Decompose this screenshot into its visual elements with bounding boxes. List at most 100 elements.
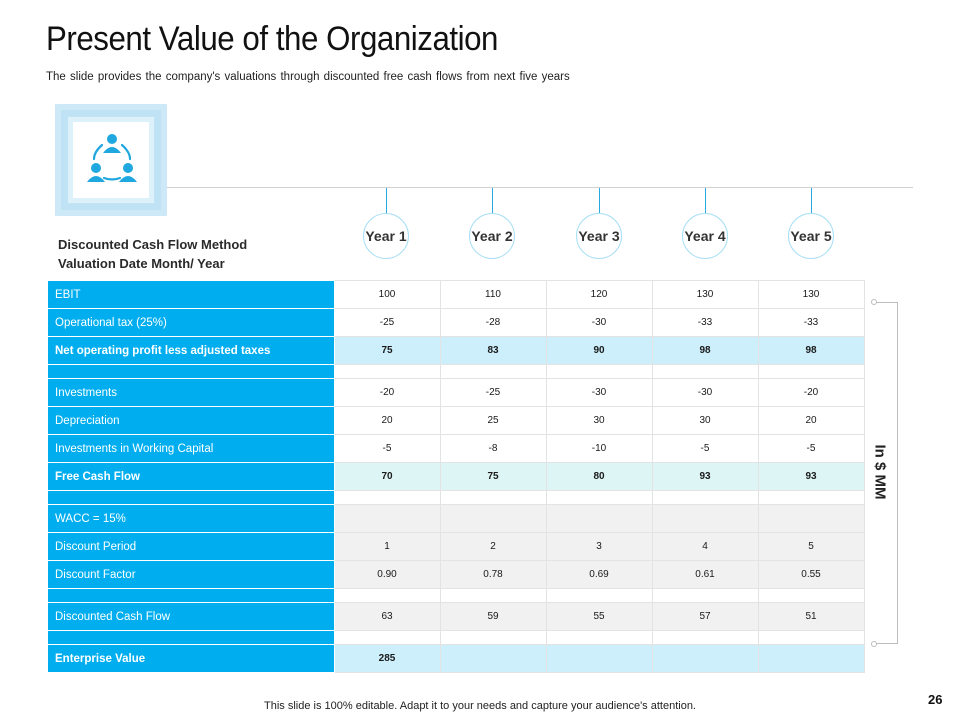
table-cell [439, 364, 547, 379]
method-label: Discounted Cash Flow Method Valuation Da… [58, 235, 247, 273]
table-cell: -5 [333, 434, 441, 463]
table-cell: -33 [757, 308, 865, 337]
table-row [48, 364, 865, 379]
table-cell [545, 364, 653, 379]
table-row: Discounted Cash Flow 63 59 55 57 51 [48, 602, 865, 631]
table-cell: 83 [439, 336, 547, 365]
table-cell: -5 [757, 434, 865, 463]
row-label: Discount Period [48, 532, 335, 561]
table-row [48, 588, 865, 603]
row-label [48, 630, 335, 645]
table-row: Net operating profit less adjusted taxes… [48, 336, 865, 365]
year-label: Year 1 [365, 228, 407, 244]
table-cell: 25 [439, 406, 547, 435]
year-label: Year 3 [578, 228, 620, 244]
table-cell: 0.90 [333, 560, 441, 589]
table-cell: 63 [333, 602, 441, 631]
row-label: Depreciation [48, 406, 335, 435]
table-cell [439, 504, 547, 533]
table-cell [545, 504, 653, 533]
table-row: Investments -20 -25 -30 -30 -20 [48, 378, 865, 407]
table-cell [545, 588, 653, 603]
table-cell: 285 [333, 644, 441, 673]
table-cell: 120 [545, 280, 653, 309]
row-label: Investments [48, 378, 335, 407]
table-cell [439, 630, 547, 645]
row-label: Enterprise Value [48, 644, 335, 673]
table-cell: -5 [651, 434, 759, 463]
table-cell [333, 364, 441, 379]
table-cell: 93 [757, 462, 865, 491]
table-cell: 0.55 [757, 560, 865, 589]
row-label: Operational tax (25%) [48, 308, 335, 337]
row-label: Free Cash Flow [48, 462, 335, 491]
table-cell: 0.78 [439, 560, 547, 589]
year-circle [363, 213, 409, 259]
method-line-1: Discounted Cash Flow Method [58, 237, 248, 252]
table-cell [757, 490, 865, 505]
footer-note: This slide is 100% editable. Adapt it to… [264, 700, 696, 712]
table-cell: -20 [333, 378, 441, 407]
table-cell: 30 [545, 406, 653, 435]
row-label: Investments in Working Capital [48, 434, 335, 463]
table-cell [545, 490, 653, 505]
table-cell [757, 364, 865, 379]
table-row: Operational tax (25%) -25 -28 -30 -33 -33 [48, 308, 865, 337]
row-label: Discounted Cash Flow [48, 602, 335, 631]
table-cell [651, 364, 759, 379]
unit-bracket [874, 302, 898, 644]
row-label [48, 588, 335, 603]
table-cell: 4 [651, 532, 759, 561]
table-cell [545, 644, 653, 673]
table-cell: 5 [757, 532, 865, 561]
table-cell [439, 644, 547, 673]
table-cell: 55 [545, 602, 653, 631]
page-number: 26 [928, 692, 943, 707]
table-cell: 75 [439, 462, 547, 491]
table-row: Discount Factor 0.90 0.78 0.69 0.61 0.55 [48, 560, 865, 589]
table-cell: -25 [439, 378, 547, 407]
table-cell [333, 630, 441, 645]
table-row: Enterprise Value 285 [48, 644, 865, 673]
table-cell: 100 [333, 280, 441, 309]
table-row [48, 630, 865, 645]
row-label [48, 490, 335, 505]
table-cell: -20 [757, 378, 865, 407]
table-cell [757, 630, 865, 645]
page-title: Present Value of the Organization [46, 20, 498, 58]
table-cell [333, 504, 441, 533]
row-label: WACC = 15% [48, 504, 335, 533]
table-row: Discount Period 1 2 3 4 5 [48, 532, 865, 561]
year-stem [705, 188, 706, 213]
year-stem [599, 188, 600, 213]
table-cell: -10 [545, 434, 653, 463]
year-label: Year 4 [684, 228, 726, 244]
row-label: EBIT [48, 280, 335, 309]
table-cell: 2 [439, 532, 547, 561]
table-row: Investments in Working Capital -5 -8 -10 -5-… [48, 434, 865, 463]
table-cell: -28 [439, 308, 547, 337]
table-cell: 130 [757, 280, 865, 309]
year-label: Year 5 [790, 228, 832, 244]
table-cell [757, 588, 865, 603]
table-cell: 80 [545, 462, 653, 491]
table-cell: 30 [651, 406, 759, 435]
icon-frame [55, 104, 167, 216]
table-cell [439, 490, 547, 505]
table-cell: -30 [545, 308, 653, 337]
table-cell: 98 [651, 336, 759, 365]
table-cell: -30 [651, 378, 759, 407]
table-cell [651, 630, 759, 645]
table-cell [333, 490, 441, 505]
table-cell [651, 504, 759, 533]
table-cell: 1 [333, 532, 441, 561]
dcf-table: EBIT 100 110 120 130 130 Operational tax (25%)… [48, 280, 865, 673]
year-label: Year 2 [471, 228, 513, 244]
table-cell: 98 [757, 336, 865, 365]
bracket-dot-bottom [871, 641, 877, 647]
table-cell: 75 [333, 336, 441, 365]
table-cell: -33 [651, 308, 759, 337]
table-row: Free Cash Flow 70 75 80 93 93 [48, 462, 865, 491]
table-cell: -30 [545, 378, 653, 407]
method-line-2: Valuation Date Month/ Year [58, 256, 225, 271]
